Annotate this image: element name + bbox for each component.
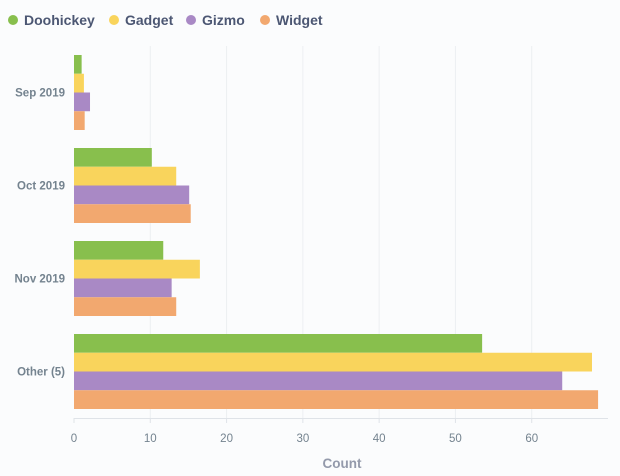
bar-doohickey-oct-2019[interactable] <box>74 148 152 167</box>
legend-swatch-gizmo <box>186 15 196 25</box>
legend-label-gadget[interactable]: Gadget <box>125 12 174 28</box>
legend-label-doohickey[interactable]: Doohickey <box>24 12 95 28</box>
legend-swatch-doohickey <box>8 15 18 25</box>
legend-label-widget[interactable]: Widget <box>276 12 323 28</box>
bar-widget-other-5-[interactable] <box>74 390 599 409</box>
x-tick-label: 40 <box>373 433 386 445</box>
legend-label-gizmo[interactable]: Gizmo <box>202 12 245 28</box>
bar-gadget-other-5-[interactable] <box>74 352 592 372</box>
x-tick-label: 10 <box>144 433 157 445</box>
legend: Doohickey Gadget Gizmo Widget <box>8 12 323 28</box>
bar-widget-nov-2019[interactable] <box>74 297 177 316</box>
x-axis-title: Count <box>323 456 362 471</box>
bar-gizmo-sep-2019[interactable] <box>74 92 91 112</box>
category-label: Sep 2019 <box>15 88 65 100</box>
bars <box>74 55 599 409</box>
bar-gadget-sep-2019[interactable] <box>74 73 84 93</box>
bar-doohickey-sep-2019[interactable] <box>74 55 82 74</box>
bar-widget-sep-2019[interactable] <box>74 111 85 130</box>
bar-doohickey-other-5-[interactable] <box>74 334 483 353</box>
bar-widget-oct-2019[interactable] <box>74 204 191 223</box>
bar-gadget-oct-2019[interactable] <box>74 166 177 186</box>
bar-gizmo-other-5-[interactable] <box>74 371 563 391</box>
bar-gizmo-oct-2019[interactable] <box>74 185 190 205</box>
x-tick-label: 30 <box>296 433 309 445</box>
x-tick-label: 20 <box>220 433 233 445</box>
x-tick-label: 50 <box>449 433 462 445</box>
x-tick-label: 60 <box>525 433 538 445</box>
category-label: Nov 2019 <box>14 274 65 286</box>
legend-swatch-gadget <box>109 15 119 25</box>
category-labels: Sep 2019 Oct 2019 Nov 2019 Other (5) <box>14 88 65 379</box>
x-tick-label: 0 <box>71 433 77 445</box>
bar-gadget-nov-2019[interactable] <box>74 259 200 279</box>
category-label: Oct 2019 <box>17 181 65 193</box>
legend-swatch-widget <box>260 15 270 25</box>
bar-gizmo-nov-2019[interactable] <box>74 278 172 298</box>
bar-doohickey-nov-2019[interactable] <box>74 241 164 260</box>
category-label: Other (5) <box>17 367 65 379</box>
x-axis-ticks: 0 10 20 30 40 50 60 <box>71 418 538 445</box>
